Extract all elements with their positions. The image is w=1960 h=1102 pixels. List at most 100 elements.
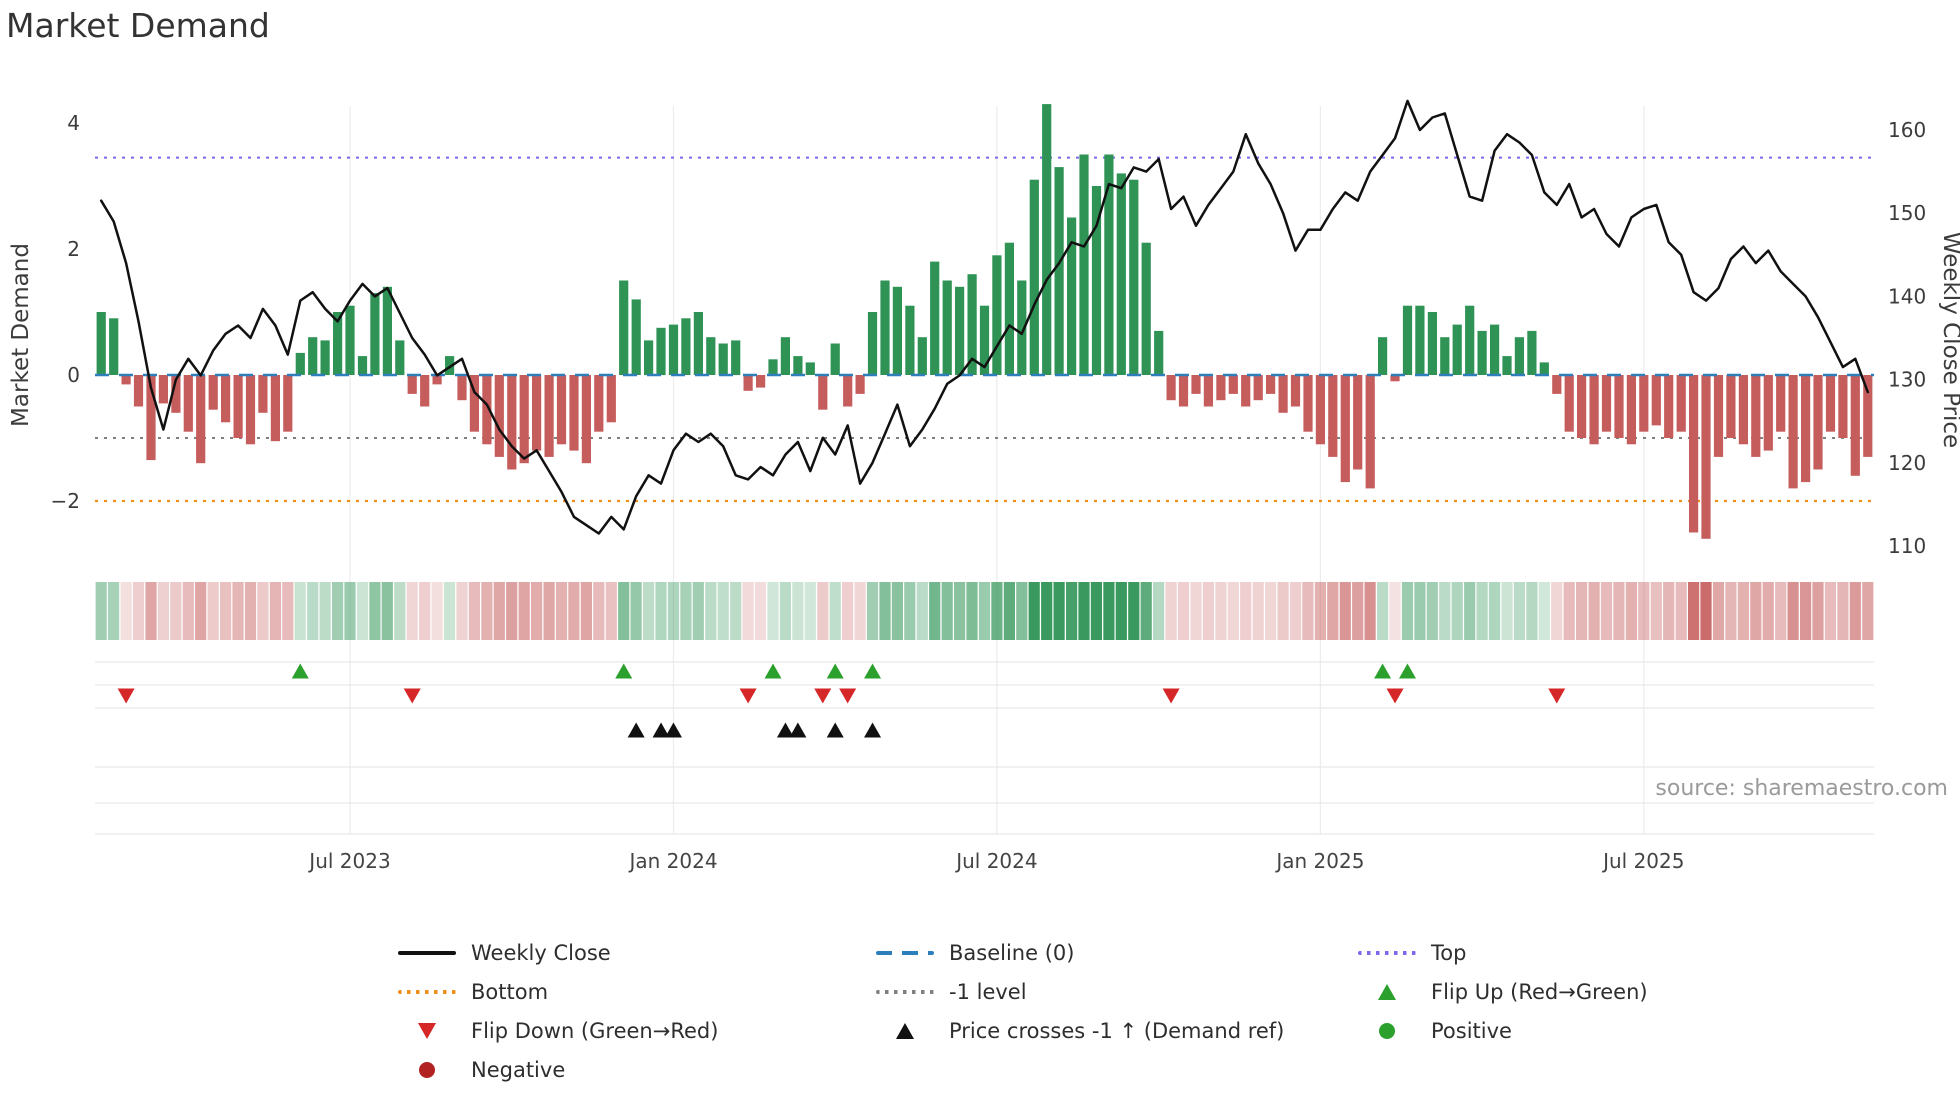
heatmap-cell xyxy=(1638,582,1650,640)
price-cross-marker xyxy=(789,722,807,738)
negative-demand-bar xyxy=(1601,375,1612,432)
positive-demand-bar xyxy=(333,312,343,375)
heatmap-cell xyxy=(655,582,667,640)
positive-demand-bar xyxy=(109,318,119,375)
heatmap-cell xyxy=(618,582,630,640)
positive-demand-bar xyxy=(1514,337,1524,375)
circle-icon xyxy=(1379,1022,1395,1039)
heatmap-cell xyxy=(1488,582,1501,640)
negative-demand-bar xyxy=(1328,375,1338,457)
legend-item-top: Top xyxy=(1358,938,1788,967)
flip-up-marker xyxy=(1398,663,1416,679)
heatmap-cell xyxy=(1078,582,1090,640)
positive-demand-bar xyxy=(1017,280,1027,375)
right-axis-tick: 160 xyxy=(1888,118,1926,142)
negative-demand-bar xyxy=(1825,375,1836,432)
heatmap-cell xyxy=(1302,582,1314,640)
positive-demand-bar xyxy=(955,286,965,375)
negative-demand-bar xyxy=(1241,375,1251,407)
heatmap-cell xyxy=(1053,582,1065,640)
legend-label: Baseline (0) xyxy=(949,940,1075,965)
heatmap-cell xyxy=(120,582,132,640)
positive-demand-bar xyxy=(1029,179,1039,375)
positive-demand-bar xyxy=(942,280,952,375)
legend-label: Flip Down (Green→Red) xyxy=(471,1018,719,1043)
legend-label: Negative xyxy=(471,1057,566,1082)
negative-demand-bar xyxy=(233,375,243,438)
heatmap-cell xyxy=(543,582,555,640)
negative-demand-bar xyxy=(1639,375,1649,432)
flip-down-marker xyxy=(839,688,857,704)
heatmap-cell xyxy=(1588,582,1600,640)
heatmap-cell xyxy=(605,582,617,640)
positive-demand-bar xyxy=(768,359,778,376)
positive-demand-bar xyxy=(1091,186,1102,375)
positive-demand-bar xyxy=(370,293,380,375)
price-cross-marker xyxy=(826,722,844,738)
positive-demand-bar xyxy=(967,274,977,375)
negative-demand-bar xyxy=(1850,375,1860,476)
heatmap-cell xyxy=(1625,582,1637,640)
negative-demand-bar xyxy=(1813,375,1823,470)
triangle-down-icon xyxy=(418,1022,436,1039)
line-dotted-swatch xyxy=(876,989,934,994)
positive-demand-bar xyxy=(619,280,629,375)
negative-demand-bar xyxy=(208,375,218,410)
negative-demand-bar xyxy=(1689,375,1699,533)
heatmap-cell xyxy=(1028,582,1040,640)
heatmap-cell xyxy=(332,582,344,640)
negative-demand-bar xyxy=(1303,375,1313,432)
heatmap-cell xyxy=(929,582,941,640)
positive-demand-bar xyxy=(830,343,840,375)
heatmap-cell xyxy=(742,582,754,640)
flip-down-marker xyxy=(1386,688,1404,704)
positive-demand-bar xyxy=(1490,324,1500,375)
heatmap-cell xyxy=(1613,582,1625,640)
positive-demand-bar xyxy=(1378,337,1388,375)
heatmap-cell xyxy=(1787,582,1799,640)
positive-demand-bar xyxy=(395,340,405,376)
negative-demand-bar xyxy=(1340,375,1350,483)
left-axis-title: Market Demand xyxy=(8,243,34,427)
negative-demand-bar xyxy=(1776,375,1786,432)
demand-heatmap-strip xyxy=(95,582,1874,640)
triangle-up-swatch xyxy=(876,1022,934,1039)
negative-demand-bar xyxy=(1751,375,1761,457)
heatmap-cell xyxy=(1837,582,1849,640)
positive-demand-bar xyxy=(693,312,703,375)
positive-demand-bar xyxy=(1502,356,1512,375)
negative-demand-bar xyxy=(519,375,529,464)
flip-down-marker-lane xyxy=(117,688,1566,704)
legend-item-flip-up-red-green: Flip Up (Red→Green) xyxy=(1358,977,1788,1006)
line-dotted-swatch xyxy=(398,989,456,994)
negative-demand-bar xyxy=(1266,375,1276,394)
heatmap-cell xyxy=(1576,582,1588,640)
heatmap-cell xyxy=(1824,582,1836,640)
negative-demand-bar xyxy=(507,375,517,470)
legend-item-positive: Positive xyxy=(1358,1016,1788,1045)
positive-demand-bar xyxy=(345,305,355,375)
negative-demand-bar xyxy=(407,375,417,394)
positive-demand-bar xyxy=(718,343,728,375)
flip-up-marker xyxy=(291,663,309,679)
negative-demand-bar xyxy=(556,375,567,445)
heatmap-cell xyxy=(978,582,991,640)
negative-demand-bar xyxy=(569,375,579,451)
heatmap-cell xyxy=(1688,582,1700,640)
heatmap-cell xyxy=(1464,582,1476,640)
heatmap-cell xyxy=(518,582,530,640)
negative-demand-bar xyxy=(1290,375,1301,407)
positive-demand-bar xyxy=(1402,305,1413,375)
negative-demand-bar xyxy=(581,375,591,464)
heatmap-cell xyxy=(1700,582,1712,640)
positive-demand-bar xyxy=(644,340,654,376)
heatmap-cell xyxy=(1066,582,1078,640)
negative-demand-bar xyxy=(1664,375,1674,438)
positive-demand-bar xyxy=(1004,242,1014,375)
price-cross-marker xyxy=(864,722,882,738)
price-cross-marker-lane xyxy=(627,722,882,738)
heatmap-cell xyxy=(1600,582,1613,640)
price-cross-marker xyxy=(664,722,682,738)
line-dotted-icon xyxy=(398,989,456,994)
heatmap-cell xyxy=(1401,582,1414,640)
